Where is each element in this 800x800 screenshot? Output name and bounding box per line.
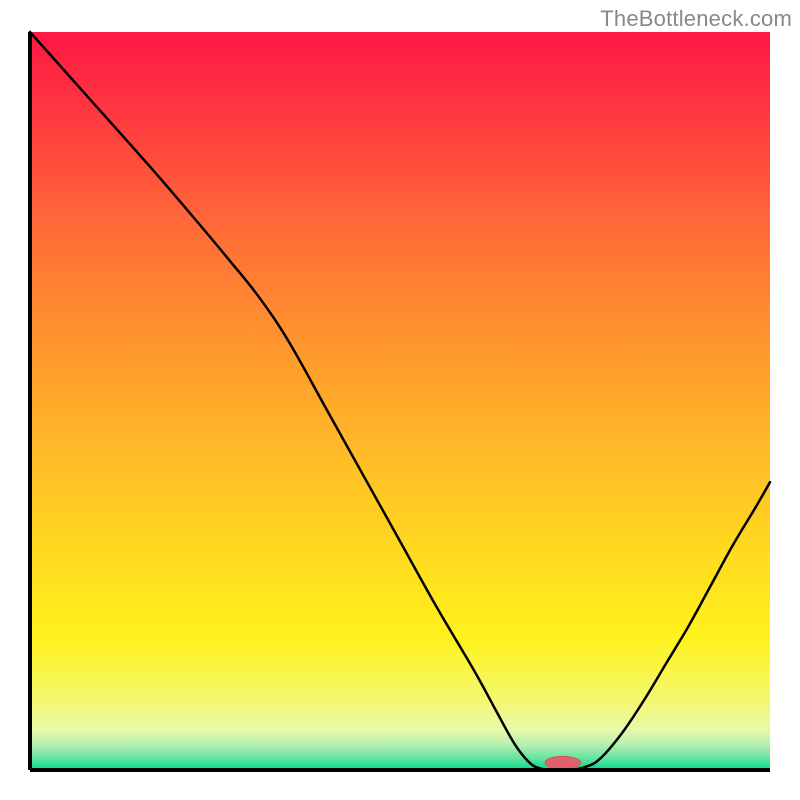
watermark-text: TheBottleneck.com (600, 6, 792, 32)
chart-container: TheBottleneck.com (0, 0, 800, 800)
optimum-marker (545, 756, 581, 769)
plot-background (30, 32, 770, 770)
bottleneck-chart (0, 0, 800, 800)
